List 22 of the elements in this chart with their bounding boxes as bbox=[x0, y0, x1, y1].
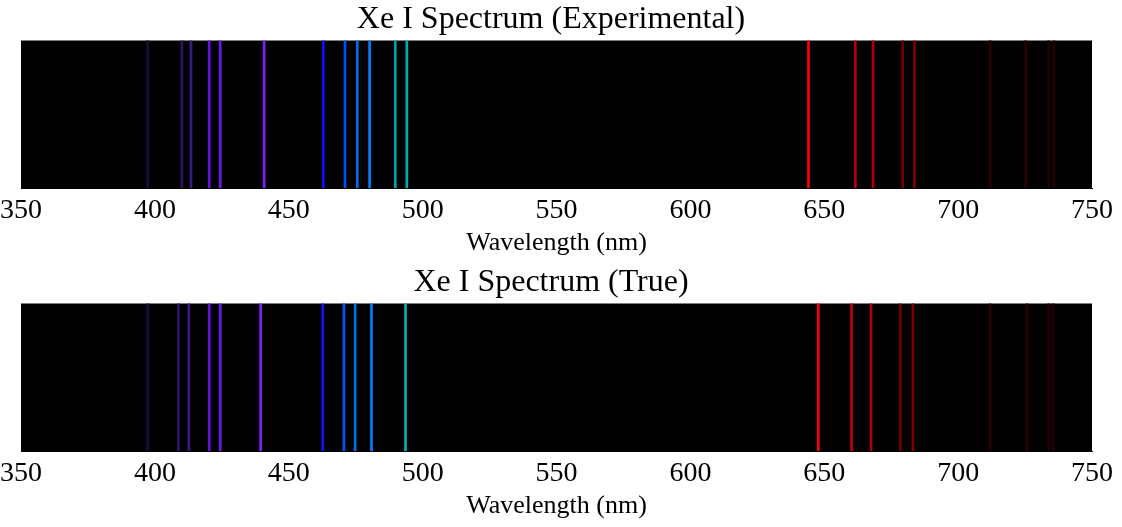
chart-title: Xe I Spectrum (Experimental) bbox=[356, 0, 746, 35]
x-tick-label: 750 bbox=[1071, 193, 1113, 225]
x-tick-label: 700 bbox=[937, 456, 980, 488]
x-tick-label: 450 bbox=[267, 456, 310, 488]
x-tick-label: 650 bbox=[803, 456, 846, 488]
x-tick-label: 350 bbox=[0, 456, 42, 488]
x-axis-title: Wavelength (nm) bbox=[466, 490, 647, 520]
x-tick-label: 650 bbox=[803, 193, 846, 225]
x-tick-label: 700 bbox=[937, 193, 980, 225]
x-tick-label: 600 bbox=[669, 193, 712, 225]
x-tick-label: 450 bbox=[267, 193, 310, 225]
x-axis-title: Wavelength (nm) bbox=[466, 227, 647, 257]
x-tick-label: 600 bbox=[669, 456, 712, 488]
x-tick-label: 500 bbox=[401, 193, 444, 225]
x-tick-label: 550 bbox=[535, 456, 578, 488]
x-tick-label: 750 bbox=[1071, 456, 1113, 488]
x-tick-label: 400 bbox=[133, 193, 176, 225]
x-tick-label: 400 bbox=[133, 456, 176, 488]
chart-title: Xe I Spectrum (True) bbox=[413, 261, 689, 298]
x-tick-label: 550 bbox=[535, 193, 578, 225]
x-tick-label: 500 bbox=[401, 456, 444, 488]
x-tick-label: 350 bbox=[0, 193, 42, 225]
